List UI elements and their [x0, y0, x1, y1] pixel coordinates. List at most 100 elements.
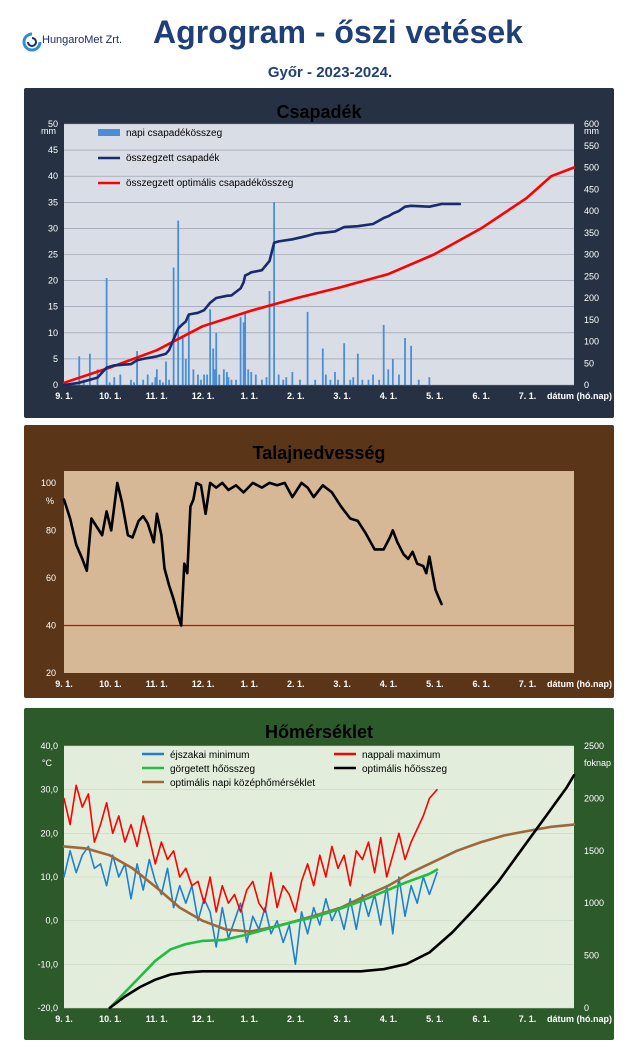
y-tick-label: 40	[46, 620, 56, 630]
precip-bar	[410, 345, 413, 385]
precip-bar	[235, 379, 237, 385]
precip-bar	[265, 377, 268, 385]
precip-bar	[387, 369, 390, 385]
optimal-cumulative-precip-line	[62, 166, 576, 385]
x-tick-label: 5. 1.	[426, 1014, 444, 1024]
chart-title: Hőmérséklet	[265, 722, 373, 742]
page-title: Agrogram - őszi vetések	[153, 14, 523, 50]
y-tick-label-right: 350	[584, 228, 599, 238]
y-tick-label: 20	[46, 668, 56, 678]
precip-bar	[197, 374, 199, 385]
chart-title: Talajnedvesség	[253, 443, 386, 463]
precip-bar	[277, 374, 280, 385]
precip-bar	[250, 371, 253, 385]
y-tick-label-right: 450	[584, 184, 599, 194]
y-tick-label-right: 550	[584, 141, 599, 151]
nappali-maximum-line	[63, 784, 438, 913]
precip-bar	[200, 379, 202, 385]
precip-bar	[349, 379, 352, 385]
x-tick-label: 12. 1.	[192, 391, 215, 401]
precip-bar	[130, 379, 132, 385]
precip-bar	[218, 374, 221, 385]
precip-bar	[417, 379, 420, 385]
x-tick-label: 4. 1.	[380, 391, 398, 401]
precip-bar	[133, 382, 135, 385]
y-tick-label-right: 300	[584, 250, 599, 260]
y-tick-label-right: 1500	[584, 846, 604, 856]
precip-bar	[142, 379, 145, 385]
x-tick-label: 6. 1.	[472, 679, 490, 689]
precip-bar	[192, 369, 195, 385]
y-axis-unit-left: mm	[41, 126, 56, 136]
x-tick-label: 11. 1.	[146, 679, 168, 689]
x-tick-label: 9. 1.	[55, 1014, 73, 1024]
precip-bar	[105, 277, 108, 385]
x-tick-label: 11. 1.	[146, 1014, 168, 1024]
y-tick-label-left: 40	[48, 171, 58, 181]
precip-bar	[215, 332, 218, 385]
x-tick-label: 2. 1.	[287, 1014, 305, 1024]
x-tick-label: 10. 1.	[99, 391, 122, 401]
x-tick-label: 9. 1.	[55, 679, 73, 689]
temperature-panel: Hőmérséklet 9. 1. 10. 1. 11. 1. 12. 1. 1. 1. 2…	[24, 708, 614, 1040]
x-axis-label: dátum (hó.nap)	[547, 679, 612, 689]
precip-bar	[254, 374, 257, 385]
x-tick-label: 3. 1.	[333, 391, 351, 401]
legend-label: nappali maximum	[362, 750, 440, 761]
precip-bar	[299, 379, 301, 385]
precip-bar	[181, 338, 184, 385]
y-tick-label-left: 20,0	[40, 828, 58, 838]
precip-bar	[88, 353, 91, 385]
precip-bar	[337, 379, 339, 385]
precip-bar	[172, 267, 175, 385]
y-tick-label-right: 200	[584, 293, 599, 303]
y-axis-unit-left: °C	[42, 758, 53, 768]
soil-moisture-line	[62, 481, 443, 627]
y-tick-label-left: 10	[48, 328, 58, 338]
precip-bar	[146, 374, 149, 385]
legend-label: optimális hőösszeg	[362, 764, 447, 775]
precip-bar	[162, 382, 164, 385]
cumulative-precip-line	[62, 202, 462, 387]
precip-bar	[225, 371, 228, 385]
precip-bar	[136, 351, 138, 385]
y-tick-label-left: 15	[48, 302, 58, 312]
precip-panel: Csapadék 9. 1. 10. 1. 11. 1. 12. 1. 1. 1. 2. 1…	[24, 88, 614, 418]
precip-bar	[184, 358, 187, 385]
y-tick-label: 100	[41, 478, 56, 488]
soil-moisture-chart: Talajnedvesség 9. 1. 10. 1. 11. 1. 12. 1. 1. …	[41, 443, 612, 689]
precip-bar	[78, 356, 81, 385]
legend-label: görgetett hőösszeg	[170, 764, 255, 775]
precip-bar	[404, 338, 406, 385]
precip-bar	[314, 379, 317, 385]
precip-bar	[356, 353, 359, 385]
precip-bar	[285, 377, 288, 385]
x-tick-label: 5. 1.	[426, 679, 444, 689]
y-tick-label-right: 0	[584, 380, 589, 390]
legend-label: optimális napi középhőmérséklet	[170, 778, 315, 789]
y-tick-label-right: 2000	[584, 793, 604, 803]
x-tick-label: 2. 1.	[287, 391, 305, 401]
precip-bar	[391, 358, 394, 385]
x-tick-label: 12. 1.	[192, 679, 215, 689]
x-tick-label: 1. 1.	[241, 679, 259, 689]
x-tick-label: 10. 1.	[99, 679, 122, 689]
precip-bar	[244, 311, 247, 385]
legend-label: napi csapadékösszeg	[126, 128, 222, 139]
x-axis-label: dátum (hó.nap)	[547, 1014, 612, 1024]
precip-bar	[151, 382, 154, 385]
gorgetett-hoosszeg-line	[108, 868, 439, 1010]
y-axis-unit-right: mm	[584, 126, 599, 136]
precip-bar	[291, 371, 294, 385]
precip-bar	[352, 377, 355, 385]
legend-swatch	[98, 129, 120, 136]
precip-bar	[165, 361, 167, 385]
y-tick-label-left: 45	[48, 145, 58, 155]
precip-bar	[227, 377, 230, 385]
precip-bar	[239, 317, 242, 385]
precip-bar	[343, 343, 346, 385]
y-tick-label-right: 600	[584, 119, 599, 129]
x-tick-label: 1. 1.	[241, 391, 259, 401]
y-tick-label-right: 500	[584, 951, 599, 961]
precip-bar	[168, 379, 170, 385]
